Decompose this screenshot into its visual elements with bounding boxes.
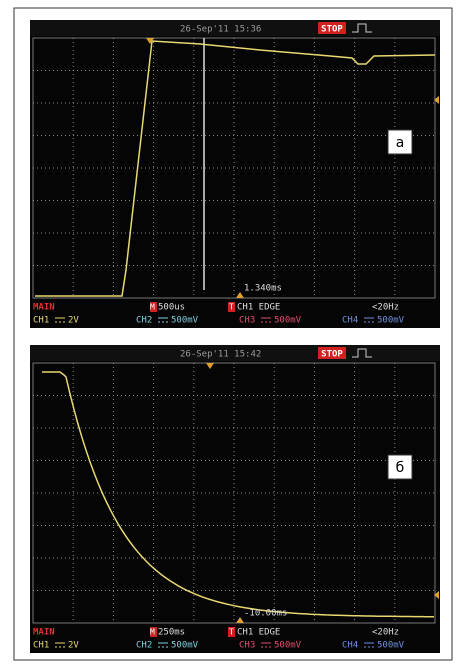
mode: MAIN bbox=[33, 628, 55, 638]
channel-scale: 500mV bbox=[171, 316, 199, 326]
frequency: <20Hz bbox=[372, 303, 399, 313]
trigger: CH1 EDGE bbox=[237, 303, 280, 313]
channel-name: CH1 bbox=[33, 316, 49, 326]
channel-name: CH3 bbox=[239, 316, 255, 326]
timebase-marker: M bbox=[150, 303, 155, 312]
frequency: <20Hz bbox=[372, 628, 399, 638]
channel-name: CH4 bbox=[342, 641, 358, 651]
screen-bg bbox=[30, 345, 440, 653]
channel-name: CH3 bbox=[239, 641, 255, 651]
panel-label: б bbox=[396, 460, 405, 476]
channel-scale: 500mV bbox=[171, 641, 199, 651]
timebase-marker: M bbox=[150, 628, 155, 637]
trigger-marker-label: T bbox=[229, 303, 234, 312]
timebase: 500us bbox=[158, 303, 185, 313]
channel-name: CH1 bbox=[33, 641, 49, 651]
channel-name: CH4 bbox=[342, 316, 358, 326]
channel-scale: 500mV bbox=[377, 316, 405, 326]
status: STOP bbox=[321, 25, 343, 35]
channel-scale: 500mV bbox=[377, 641, 405, 651]
screen-bg bbox=[30, 20, 440, 328]
cursor-value: 1.340ms bbox=[244, 284, 282, 294]
channel-name: CH2 bbox=[136, 316, 152, 326]
mode: MAIN bbox=[33, 303, 55, 313]
figure: 26-Sep'11 15:36STOP1.340msаMAINM500usTCH… bbox=[0, 0, 466, 666]
date-time: 26-Sep'11 15:36 bbox=[180, 25, 261, 35]
channel-scale: 500mV bbox=[274, 641, 302, 651]
panel-label: а bbox=[396, 135, 405, 151]
date-time: 26-Sep'11 15:42 bbox=[180, 350, 261, 360]
page: {"panels": [ {"label": "а", "header": {"… bbox=[0, 0, 466, 666]
channel-name: CH2 bbox=[136, 641, 152, 651]
channel-scale: 2V bbox=[68, 641, 79, 651]
channel-scale: 2V bbox=[68, 316, 79, 326]
cursor-value: -10.00ms bbox=[244, 609, 287, 619]
channel-scale: 500mV bbox=[274, 316, 302, 326]
timebase: 250ms bbox=[158, 628, 185, 638]
trigger: CH1 EDGE bbox=[237, 628, 280, 638]
status: STOP bbox=[321, 350, 343, 360]
trigger-marker-label: T bbox=[229, 628, 234, 637]
